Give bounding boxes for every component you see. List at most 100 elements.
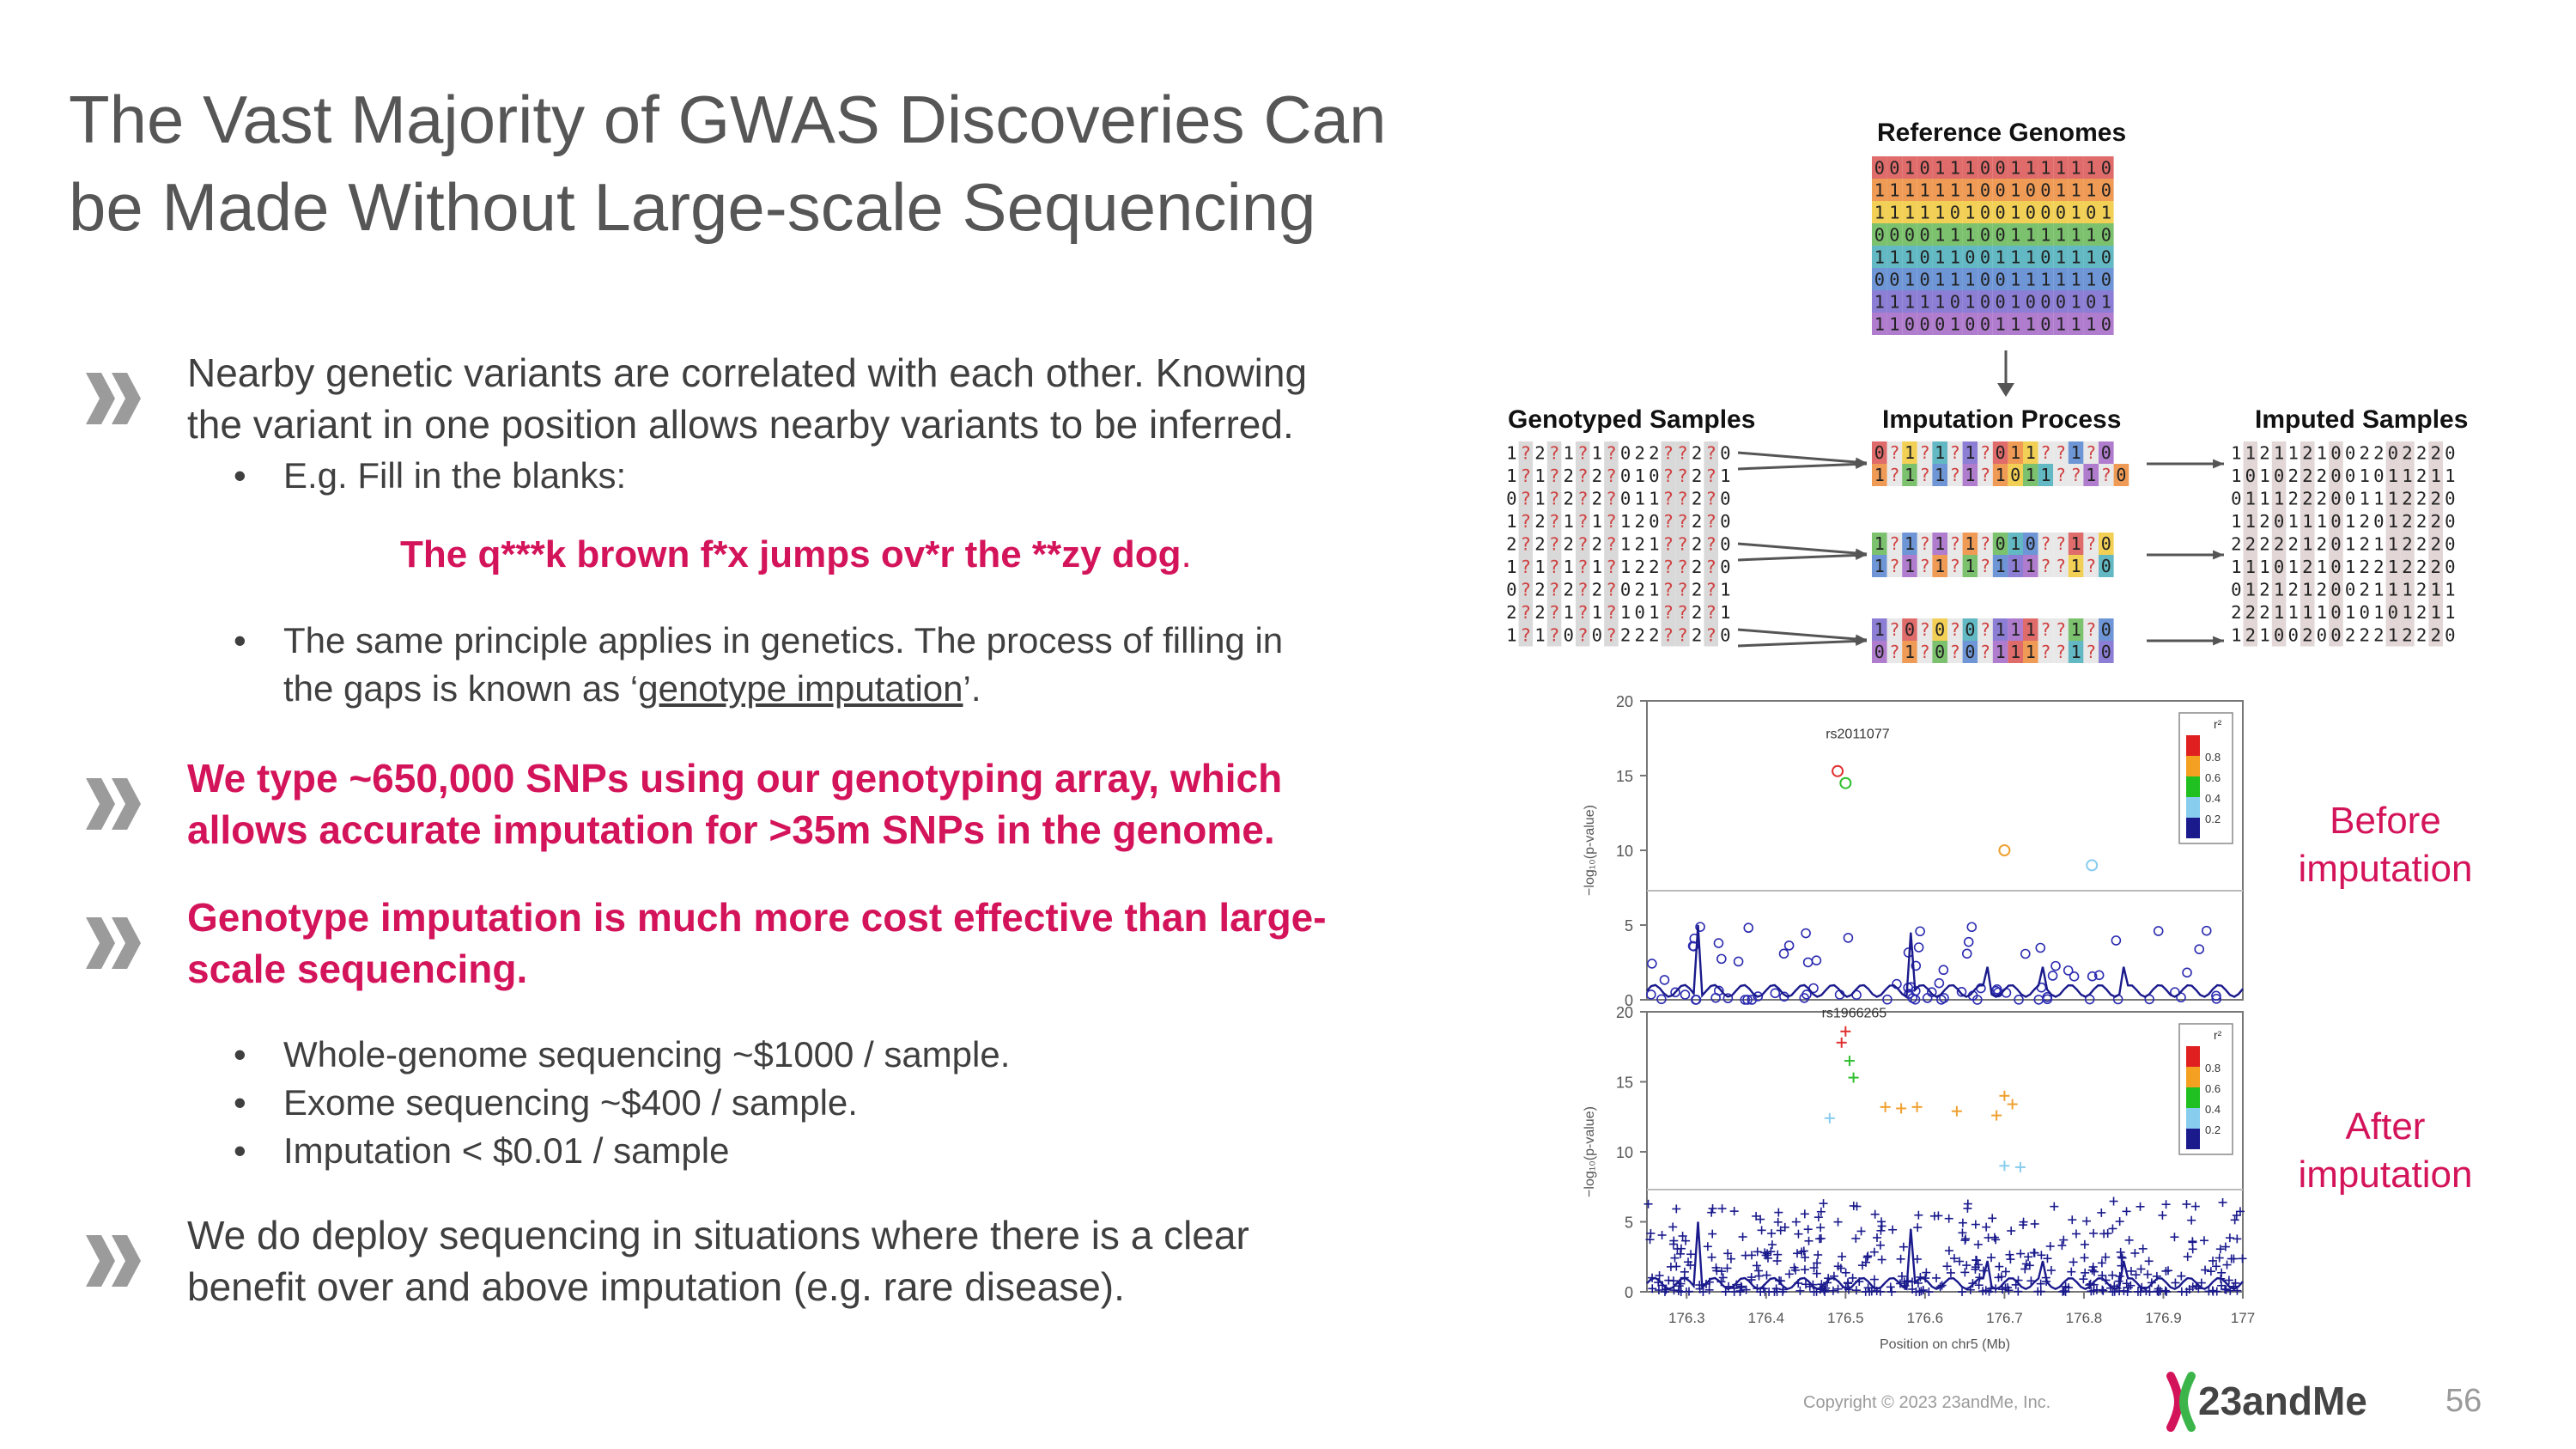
- reference-genome-cell: [2023, 313, 2038, 335]
- imputation-digit: 1: [1905, 442, 1915, 463]
- imputed-sample-digit: 1: [2317, 602, 2327, 623]
- reference-genome-cell: [2083, 268, 2099, 290]
- genotyped-sample-cell: [1533, 600, 1547, 624]
- genotyped-sample-digit: ?: [1521, 534, 1531, 555]
- reference-genome-cell: [1978, 179, 1993, 201]
- reference-genome-digit: 1: [2010, 314, 2020, 334]
- reference-genome-digit: 1: [2026, 157, 2036, 178]
- bullet-dot: •: [234, 620, 246, 661]
- imputed-sample-digit: 0: [2345, 580, 2355, 600]
- genotyped-sample-cell: [1561, 555, 1576, 578]
- imputation-digit: ?: [1889, 619, 1899, 640]
- genotyped-sample-digit: ?: [1606, 489, 1616, 509]
- genotyped-sample-digit: 1: [1720, 602, 1730, 623]
- imputed-sample-digit: 2: [2317, 466, 2327, 486]
- genotyped-sample-cell: [1647, 533, 1662, 556]
- imputed-sample-digit: 2: [2359, 625, 2369, 646]
- reference-genome-cell: [1932, 290, 1947, 313]
- genotyped-sample-digit: ?: [1521, 466, 1531, 486]
- snp-point: [2047, 971, 2058, 981]
- reference-genome-cell: [2008, 201, 2023, 223]
- imputed-sample-digit: 2: [2402, 534, 2412, 555]
- lead-snp-annotation: rs2011077: [1826, 728, 1890, 742]
- genotyped-sample-cell: [1533, 487, 1547, 510]
- imputed-sample-cell: [2300, 555, 2315, 578]
- x-tick-label: 176.3: [1668, 1310, 1705, 1326]
- reference-genome-digit: 0: [1965, 247, 1975, 267]
- reference-genome-cell: [1886, 179, 1903, 201]
- reference-genome-digit: 1: [2026, 247, 2036, 267]
- r2-legend-swatch: [2186, 1108, 2200, 1129]
- reference-genome-cell: [1947, 313, 1963, 335]
- imputation-cell: [2038, 618, 2054, 641]
- imputation-digit: ?: [2056, 619, 2066, 640]
- y-tick-label: 20: [1616, 693, 1633, 710]
- arrow-head: [2213, 550, 2224, 560]
- reference-genome-cell: [2083, 201, 2099, 223]
- imputed-sample-cell: [2229, 533, 2244, 556]
- reference-genome-digit: 1: [2101, 202, 2111, 222]
- imputation-cell: [1886, 533, 1903, 555]
- imputation-digit: 1: [1905, 642, 1915, 662]
- genotyped-sample-digit: 2: [1634, 511, 1644, 532]
- y-tick-label: 5: [1625, 1215, 1633, 1232]
- genotyped-sample-cell: [1589, 464, 1605, 487]
- snp-point: [1680, 989, 1691, 1000]
- genotyped-sample-digit: 1: [1563, 511, 1573, 532]
- snp-point: [1691, 995, 1702, 1005]
- reference-genome-cell: [2099, 313, 2114, 335]
- reference-genome-digit: 1: [2056, 224, 2066, 245]
- imputed-sample-digit: 2: [2274, 534, 2284, 555]
- imputation-digit: 0: [1965, 642, 1975, 662]
- imputed-sample-cell: [2243, 578, 2258, 601]
- imputation-digit: ?: [1950, 465, 1960, 485]
- slide-title-line: The Vast Majority of GWAS Discoveries Ca…: [69, 82, 1387, 157]
- imputation-digit: 0: [1874, 642, 1885, 662]
- imputed-sample-digit: 2: [2317, 580, 2327, 600]
- genotyped-sample-digit: 1: [1534, 625, 1545, 646]
- imputation-cell: [2083, 618, 2099, 641]
- imputation-digit: ?: [1920, 465, 1930, 485]
- imputation-cell: [2099, 533, 2114, 555]
- imputed-sample-digit: 1: [2359, 466, 2369, 486]
- imputation-digit: 0: [1874, 442, 1885, 463]
- genotyped-sample-digit: ?: [1677, 557, 1687, 577]
- imputation-digit: 1: [2026, 442, 2036, 463]
- imputed-sample-cell: [2428, 509, 2443, 533]
- genotype-imputation-link[interactable]: genotype imputation: [638, 668, 963, 709]
- reference-genome-digit: 0: [1919, 314, 1929, 334]
- imputed-sample-cell: [2400, 509, 2415, 533]
- genotyped-sample-cell: [1632, 533, 1647, 556]
- imputed-sample-digit: 2: [2373, 625, 2384, 646]
- genotyped-sample-digit: 1: [1534, 489, 1545, 509]
- reference-genome-digit: 1: [2010, 269, 2020, 289]
- reference-genome-cell: [1872, 290, 1887, 313]
- imputation-digit: 0: [2101, 442, 2111, 463]
- imputation-digit: 0: [2116, 465, 2126, 485]
- reference-genome-digit: 1: [2010, 247, 2020, 267]
- reference-genome-cell: [1872, 246, 1887, 268]
- genotyped-sample-cell: [1576, 464, 1590, 487]
- reference-genome-cell: [2038, 201, 2054, 223]
- reference-genome-cell: [2099, 179, 2114, 201]
- reference-genome-cell: [2068, 201, 2084, 223]
- genotyped-sample-digit: ?: [1521, 557, 1531, 577]
- genotyped-sample-digit: 2: [1592, 534, 1602, 555]
- imputation-digit: 1: [1874, 556, 1885, 576]
- imputed-sample-cell: [2385, 555, 2401, 578]
- imputation-cell: [1978, 555, 1993, 577]
- reference-genome-digit: 1: [1874, 202, 1885, 222]
- imputed-sample-cell: [2414, 578, 2429, 601]
- imputed-sample-digit: 1: [2274, 489, 2284, 509]
- y-tick-label: 5: [1625, 917, 1633, 935]
- reference-genome-cell: [1932, 268, 1947, 290]
- paragraph-sequencing-deploy: We do deploy sequencing in situations wh…: [187, 1209, 1249, 1312]
- genotyped-sample-cell: [1504, 533, 1519, 556]
- genotyped-sample-digit: ?: [1705, 511, 1716, 532]
- imputed-sample-cell: [2286, 624, 2300, 647]
- imputed-sample-cell: [2329, 487, 2343, 510]
- imputed-sample-cell: [2428, 464, 2443, 487]
- imputed-sample-digit: 1: [2388, 580, 2398, 600]
- reference-genome-digit: 1: [1935, 224, 1945, 245]
- imputed-sample-cell: [2443, 441, 2458, 465]
